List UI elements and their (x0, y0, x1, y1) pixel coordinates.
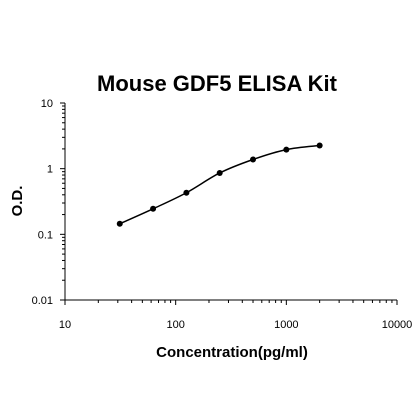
data-point (283, 146, 290, 153)
x-tick-label: 10 (59, 319, 71, 331)
y-axis-label: O.D. (9, 186, 26, 217)
y-tick-label: 10 (41, 98, 53, 110)
plot-area: 10 100 1000 10000 0.01 0.1 1 10 (32, 98, 413, 331)
chart-title: Mouse GDF5 ELISA Kit (97, 71, 338, 96)
x-tick-label: 100 (166, 319, 184, 331)
fit-curve-line (119, 144, 320, 225)
x-tick-label: 10000 (382, 319, 413, 331)
data-point (216, 169, 223, 176)
x-tick-label: 1000 (274, 319, 298, 331)
data-point (116, 220, 123, 227)
x-axis-ticks: 10 100 1000 10000 (59, 300, 412, 331)
data-points (116, 142, 323, 227)
data-point (316, 142, 323, 149)
data-point (183, 189, 190, 196)
y-axis-ticks: 0.01 0.1 1 10 (32, 98, 65, 307)
data-point (250, 156, 257, 163)
data-point (150, 205, 157, 212)
x-axis-label: Concentration(pg/ml) (156, 344, 308, 361)
y-tick-label: 0.01 (32, 295, 53, 307)
y-tick-label: 0.1 (38, 229, 53, 241)
y-tick-label: 1 (47, 164, 53, 176)
